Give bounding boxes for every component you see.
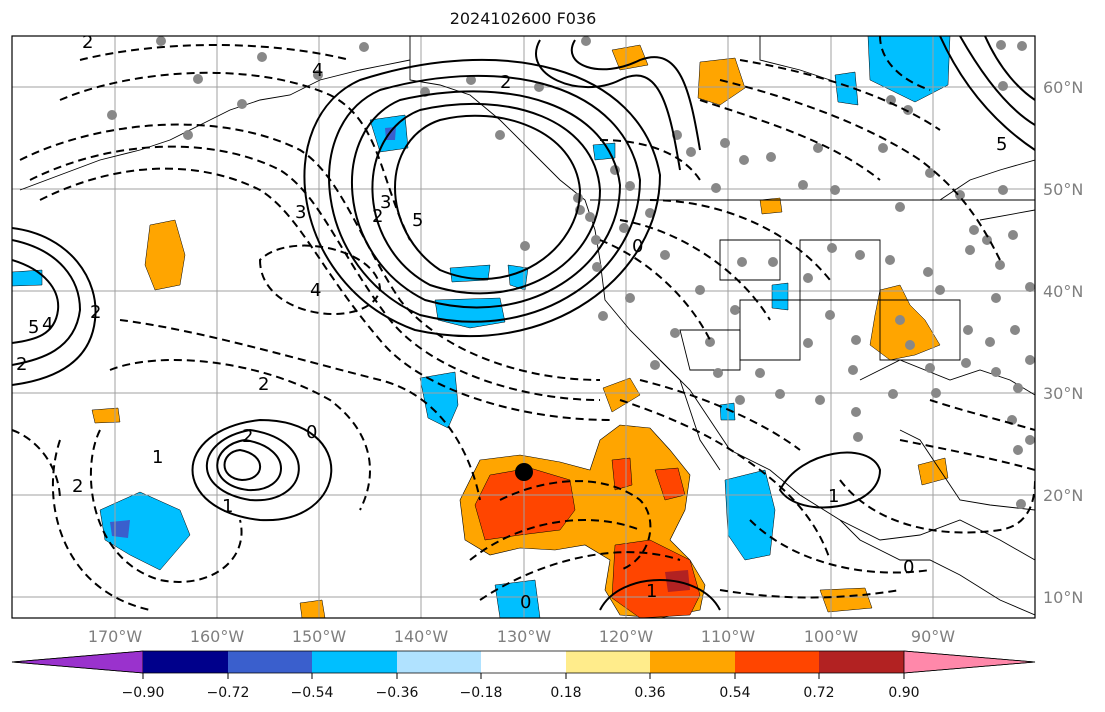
colorbar-segment bbox=[819, 651, 904, 673]
coastlines bbox=[19, 36, 1035, 616]
contour-label: 4 bbox=[42, 314, 53, 335]
positive-anomaly-region bbox=[91, 407, 121, 424]
contour-label: 0 bbox=[520, 592, 531, 613]
lat-label: 60°N bbox=[1043, 78, 1083, 97]
colorbar-extend-low bbox=[11, 650, 144, 674]
colorbar-tick-label: 0.18 bbox=[550, 685, 581, 701]
contour-label-group: 2 4 5 2 3 0 2 3 5 2 4 2 1 2 2 1 0 1 0 1 … bbox=[16, 32, 1007, 613]
positive-anomaly-region bbox=[144, 219, 186, 291]
colorbar-segment bbox=[735, 651, 819, 673]
longitude-labels: 170°W 160°W 150°W 140°W 130°W 120°W 110°… bbox=[88, 627, 955, 646]
lon-label: 150°W bbox=[292, 627, 347, 646]
map-frame bbox=[11, 35, 1036, 619]
contour-negative bbox=[12, 36, 1035, 611]
contour-label: 1 bbox=[828, 486, 839, 507]
colorbar-tick-label: −0.36 bbox=[376, 685, 419, 701]
lon-label: 130°W bbox=[497, 627, 552, 646]
contour-label: 1 bbox=[222, 496, 233, 517]
positive-anomaly-region bbox=[299, 599, 326, 618]
strong-anomaly-region bbox=[474, 467, 576, 541]
colorbar-tick-label: −0.54 bbox=[291, 685, 334, 701]
lon-label: 120°W bbox=[599, 627, 654, 646]
contour-label: 1 bbox=[152, 447, 163, 468]
colorbar-segment bbox=[481, 651, 566, 673]
location-marker bbox=[515, 463, 533, 481]
contour-label: 2 bbox=[258, 374, 269, 395]
colorbar-segment bbox=[566, 651, 650, 673]
negative-anomaly-region bbox=[834, 71, 859, 106]
colorbar-tick-label: −0.18 bbox=[460, 685, 503, 701]
positive-anomaly-region bbox=[869, 284, 941, 361]
colorbar-extend-high bbox=[903, 650, 1036, 674]
contour-label: 2 bbox=[72, 476, 83, 497]
positive-anomaly-region bbox=[697, 57, 746, 106]
colorbar-segment bbox=[650, 651, 735, 673]
chart-title: 2024102600 F036 bbox=[449, 9, 597, 28]
colorbar-tick-label: 0.90 bbox=[888, 685, 919, 701]
negative-anomaly-region bbox=[867, 36, 951, 103]
colorbar-tick-label: −0.90 bbox=[122, 685, 165, 701]
contour-label: 3 bbox=[295, 202, 306, 223]
colorbar-ticks bbox=[142, 673, 905, 679]
contour-label: 2 bbox=[242, 426, 253, 447]
colorbar-tick-label: 0.72 bbox=[803, 685, 834, 701]
colorbar-segment bbox=[312, 651, 397, 673]
graticule bbox=[12, 36, 1035, 618]
colorbar-tick-label: 0.36 bbox=[634, 685, 665, 701]
negative-anomaly-region bbox=[592, 142, 616, 161]
contour-label: 2 bbox=[500, 72, 511, 93]
positive-anomaly-region bbox=[602, 377, 641, 413]
negative-anomaly-region bbox=[110, 520, 130, 538]
contour-label: 2 bbox=[82, 32, 93, 53]
contour-label: 1 bbox=[646, 581, 657, 602]
colorbar-segment bbox=[397, 651, 481, 673]
contour-label: 3 bbox=[380, 192, 391, 213]
colorbar-segment bbox=[143, 651, 228, 673]
colorbar: −0.90 −0.72 −0.54 −0.36 −0.18 0.18 0.36 … bbox=[11, 650, 1036, 701]
positive-anomaly-region bbox=[819, 587, 873, 613]
colorbar-tick-label: 0.54 bbox=[719, 685, 750, 701]
contour-label: 5 bbox=[412, 210, 423, 231]
lat-label: 10°N bbox=[1043, 588, 1083, 607]
negative-anomaly-region bbox=[449, 264, 491, 283]
contour-label: 0 bbox=[306, 422, 317, 443]
negative-anomaly-region bbox=[12, 269, 43, 287]
lon-label: 160°W bbox=[190, 627, 245, 646]
negative-anomaly-region bbox=[419, 371, 459, 429]
lon-label: 110°W bbox=[701, 627, 756, 646]
contour-label: 0 bbox=[632, 236, 643, 257]
lat-label: 40°N bbox=[1043, 282, 1083, 301]
negative-anomaly-region bbox=[494, 579, 541, 618]
lon-label: 170°W bbox=[88, 627, 143, 646]
positive-anomaly-region bbox=[759, 197, 783, 215]
contour-label: 2 bbox=[90, 302, 101, 323]
contour-label: 4 bbox=[310, 280, 321, 301]
latitude-labels: 60°N 50°N 40°N 30°N 20°N 10°N bbox=[1043, 78, 1083, 607]
contour-label: 5 bbox=[28, 317, 39, 338]
contour-label: 0 bbox=[903, 557, 914, 578]
contour-label: 4 bbox=[312, 60, 323, 81]
lon-label: 140°W bbox=[394, 627, 449, 646]
lat-label: 30°N bbox=[1043, 384, 1083, 403]
contour-label: 5 bbox=[996, 134, 1007, 155]
contour-positive bbox=[12, 36, 1035, 611]
positive-anomaly-region bbox=[611, 44, 649, 71]
colorbar-tick-label: −0.72 bbox=[207, 685, 250, 701]
negative-anomaly-region bbox=[771, 282, 789, 311]
contour-label: 2 bbox=[372, 206, 383, 227]
lon-label: 90°W bbox=[911, 627, 955, 646]
lat-label: 50°N bbox=[1043, 180, 1083, 199]
lon-label: 100°W bbox=[804, 627, 859, 646]
contour-label: 2 bbox=[16, 354, 27, 375]
strong-anomaly-region bbox=[611, 457, 633, 491]
colorbar-segment bbox=[228, 651, 312, 673]
lat-label: 20°N bbox=[1043, 486, 1083, 505]
